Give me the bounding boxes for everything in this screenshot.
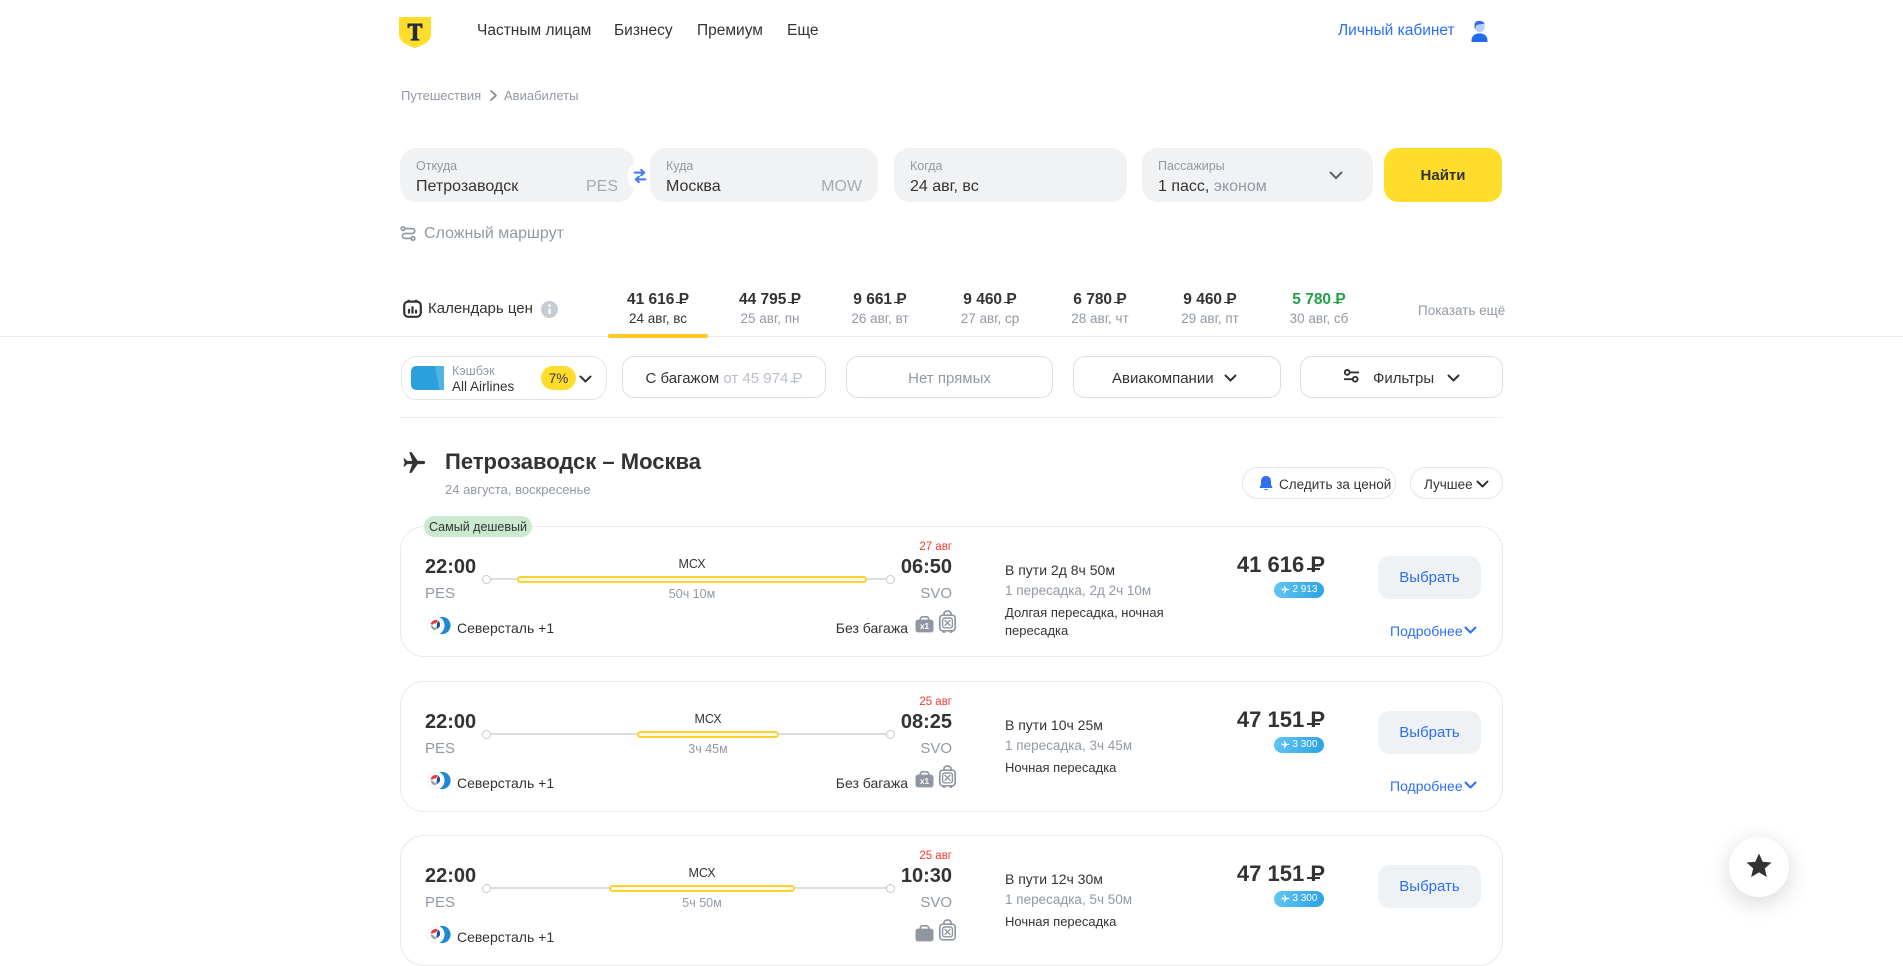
svg-text:x1: x1 [920, 777, 930, 786]
svg-text:x1: x1 [920, 622, 930, 631]
